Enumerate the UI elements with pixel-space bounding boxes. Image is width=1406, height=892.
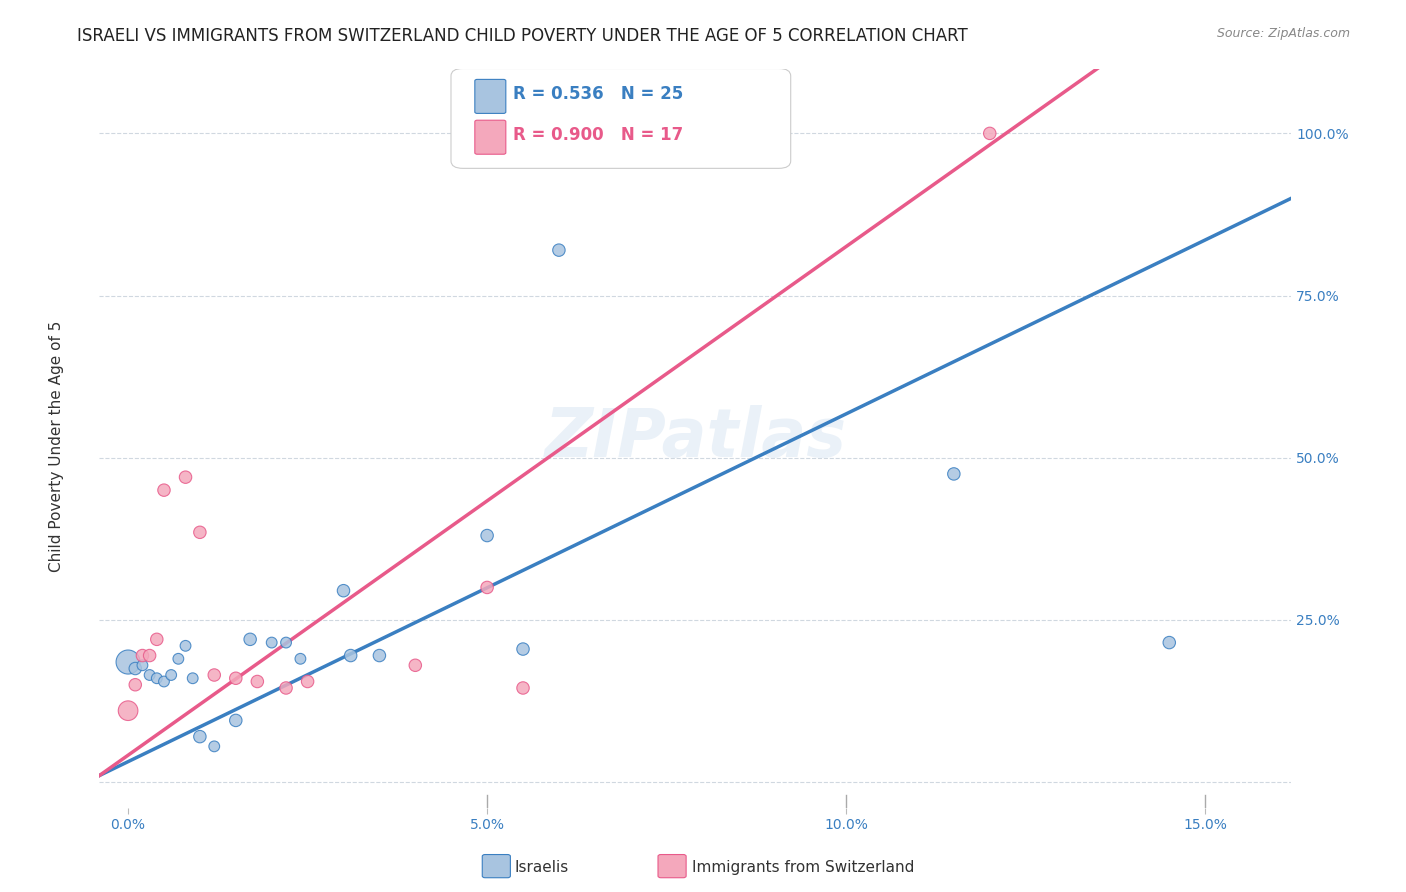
- Point: [404, 658, 426, 673]
- Text: ZIPatlas: ZIPatlas: [544, 405, 846, 471]
- Point: [225, 714, 247, 728]
- FancyBboxPatch shape: [451, 69, 790, 169]
- Point: [153, 483, 176, 497]
- Text: ISRAELI VS IMMIGRANTS FROM SWITZERLAND CHILD POVERTY UNDER THE AGE OF 5 CORRELAT: ISRAELI VS IMMIGRANTS FROM SWITZERLAND C…: [77, 27, 969, 45]
- Text: Source: ZipAtlas.com: Source: ZipAtlas.com: [1216, 27, 1350, 40]
- Point: [246, 674, 269, 689]
- Point: [1159, 635, 1181, 649]
- Point: [138, 648, 160, 663]
- Point: [368, 648, 391, 663]
- Point: [475, 581, 498, 595]
- Point: [512, 681, 534, 695]
- Point: [339, 648, 361, 663]
- Point: [202, 668, 225, 682]
- Point: [188, 525, 211, 540]
- Point: [117, 704, 139, 718]
- Point: [202, 739, 225, 754]
- Point: [131, 648, 153, 663]
- Point: [239, 632, 262, 647]
- Point: [117, 655, 139, 669]
- Point: [274, 635, 297, 649]
- Point: [124, 678, 146, 692]
- Point: [188, 730, 211, 744]
- Point: [274, 681, 297, 695]
- Point: [225, 671, 247, 685]
- Point: [475, 528, 498, 542]
- Point: [138, 668, 160, 682]
- Point: [131, 658, 153, 673]
- Text: Immigrants from Switzerland: Immigrants from Switzerland: [692, 860, 914, 874]
- Point: [174, 470, 197, 484]
- Point: [512, 642, 534, 657]
- Point: [124, 661, 146, 675]
- Text: Israelis: Israelis: [515, 860, 569, 874]
- Point: [297, 674, 319, 689]
- Point: [146, 632, 169, 647]
- Point: [167, 652, 190, 666]
- FancyBboxPatch shape: [475, 79, 506, 113]
- Point: [548, 243, 571, 257]
- Text: R = 0.900   N = 17: R = 0.900 N = 17: [513, 126, 683, 145]
- Point: [979, 127, 1001, 141]
- Point: [942, 467, 965, 481]
- FancyBboxPatch shape: [475, 120, 506, 154]
- Point: [290, 652, 312, 666]
- Point: [174, 639, 197, 653]
- Text: Child Poverty Under the Age of 5: Child Poverty Under the Age of 5: [49, 320, 63, 572]
- Text: R = 0.536   N = 25: R = 0.536 N = 25: [513, 86, 683, 103]
- Point: [153, 674, 176, 689]
- Point: [181, 671, 204, 685]
- Point: [332, 583, 354, 598]
- Point: [160, 668, 183, 682]
- Point: [260, 635, 283, 649]
- Point: [146, 671, 169, 685]
